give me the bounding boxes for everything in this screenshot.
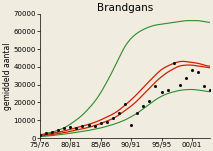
Point [209,89,212,91]
Point [111,117,115,120]
Point [56,129,60,131]
Point [154,85,157,88]
Point [123,103,127,105]
Point [135,112,139,114]
Point [93,125,96,128]
Point [196,71,200,73]
Point [142,105,145,107]
Point [99,122,102,124]
Point [148,100,151,102]
Point [44,132,48,134]
Point [160,91,163,93]
Point [202,85,206,88]
Point [178,84,181,86]
Point [166,89,169,91]
Point [62,127,66,129]
Point [130,124,133,126]
Point [172,62,176,65]
Title: Brandgans: Brandgans [97,3,153,13]
Y-axis label: gemiddeld aantal: gemiddeld aantal [3,42,12,110]
Point [69,126,72,129]
Point [105,121,108,123]
Point [184,76,188,79]
Point [75,127,78,129]
Point [38,134,42,137]
Point [190,69,194,72]
Point [50,131,54,133]
Point [87,124,90,126]
Point [81,124,84,127]
Point [117,112,121,114]
